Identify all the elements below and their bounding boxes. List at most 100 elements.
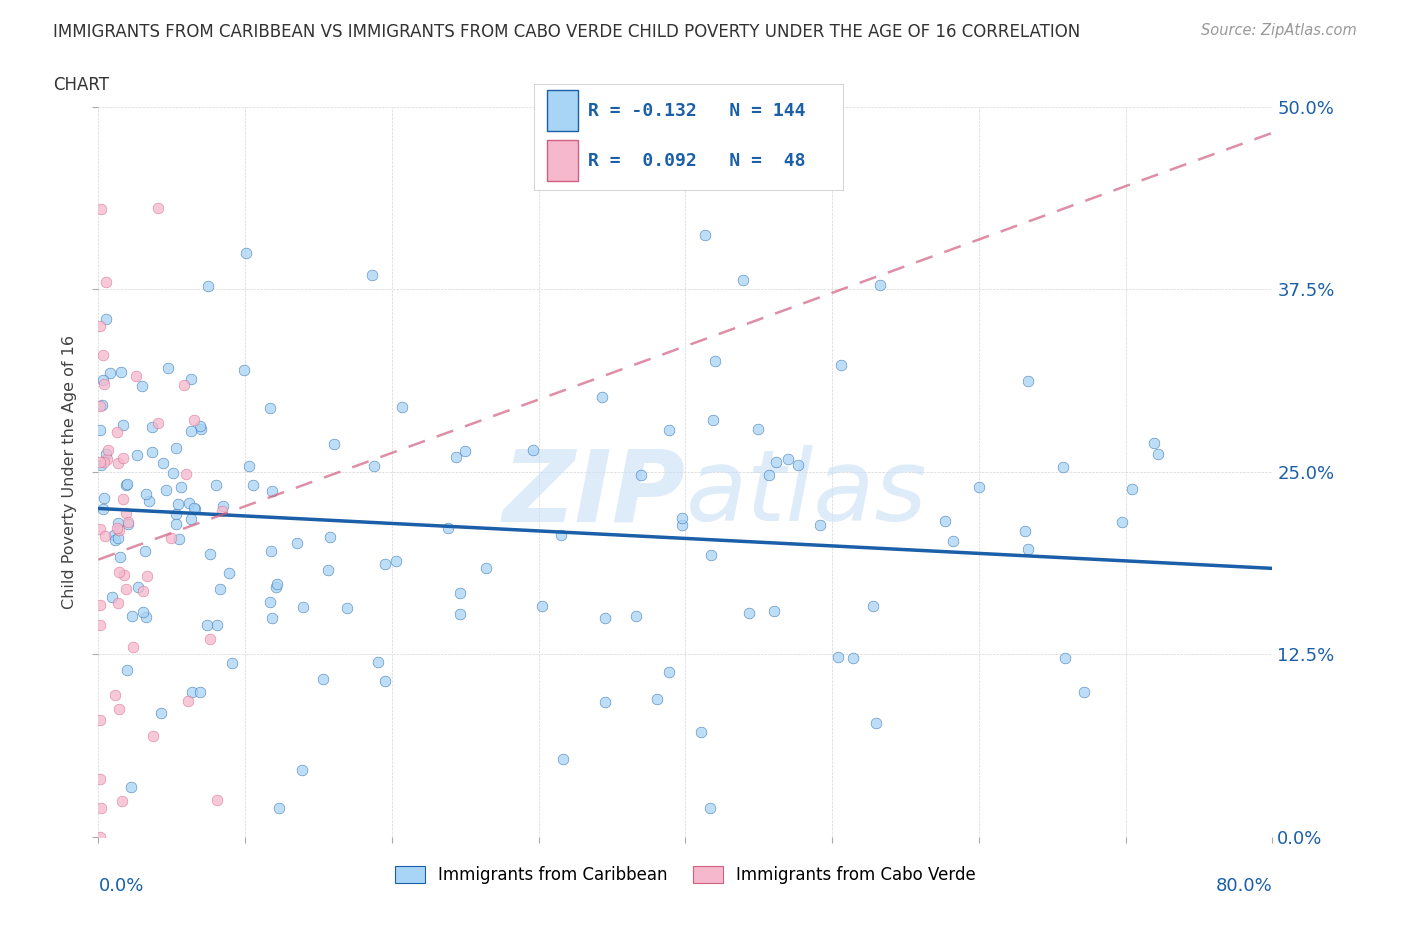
Point — [112, 567, 135, 582]
Point — [135, 609, 157, 624]
Point — [115, 478, 138, 493]
Text: 0.0%: 0.0% — [98, 877, 143, 896]
Point — [211, 498, 233, 513]
Point — [738, 605, 761, 620]
Point — [169, 480, 191, 495]
Point — [865, 715, 887, 730]
Point — [135, 486, 157, 501]
Point — [96, 443, 118, 458]
Point — [264, 579, 287, 594]
Point — [141, 419, 163, 434]
Point — [316, 563, 339, 578]
Point — [148, 201, 170, 216]
Point — [132, 583, 155, 598]
Point — [1014, 524, 1036, 538]
Point — [167, 532, 190, 547]
Point — [702, 413, 724, 428]
Point — [763, 604, 786, 618]
Point — [312, 671, 335, 686]
Point — [934, 513, 956, 528]
Point — [211, 503, 233, 518]
Point — [553, 751, 575, 766]
Point — [658, 422, 681, 437]
Point — [259, 595, 281, 610]
Point — [671, 518, 693, 533]
Point — [645, 691, 668, 706]
Point — [107, 522, 129, 537]
Point — [115, 506, 138, 521]
Point — [90, 458, 112, 472]
Point — [291, 763, 314, 777]
Point — [695, 228, 717, 243]
Point — [1017, 374, 1039, 389]
Point — [108, 701, 131, 716]
Point — [862, 598, 884, 613]
Point — [595, 695, 617, 710]
Point — [180, 423, 202, 438]
Point — [671, 511, 693, 525]
Point — [183, 412, 205, 427]
Point — [449, 586, 471, 601]
Point — [101, 590, 124, 604]
Point — [218, 566, 240, 581]
Point — [842, 650, 865, 665]
Point — [266, 577, 288, 591]
Point — [531, 599, 554, 614]
Point — [522, 443, 544, 458]
Point — [827, 649, 849, 664]
Text: atlas: atlas — [686, 445, 927, 542]
Point — [242, 478, 264, 493]
Point — [967, 479, 990, 494]
Text: CHART: CHART — [53, 76, 110, 94]
Point — [159, 530, 181, 545]
Point — [89, 522, 111, 537]
Point — [108, 565, 131, 579]
Text: IMMIGRANTS FROM CARIBBEAN VS IMMIGRANTS FROM CABO VERDE CHILD POVERTY UNDER THE : IMMIGRANTS FROM CARIBBEAN VS IMMIGRANTS … — [53, 23, 1081, 41]
Point — [323, 437, 346, 452]
Point — [152, 455, 174, 470]
Point — [176, 467, 198, 482]
Point — [165, 440, 187, 455]
Point — [384, 553, 406, 568]
Point — [391, 400, 413, 415]
Point — [758, 468, 780, 483]
Point — [135, 568, 157, 583]
Point — [1146, 446, 1168, 461]
Point — [89, 712, 111, 727]
Text: Source: ZipAtlas.com: Source: ZipAtlas.com — [1201, 23, 1357, 38]
Point — [165, 506, 187, 521]
Point — [1073, 684, 1095, 699]
Point — [117, 514, 139, 529]
Point — [787, 458, 810, 472]
Point — [91, 501, 114, 516]
Point — [942, 534, 965, 549]
Point — [190, 684, 212, 699]
FancyBboxPatch shape — [547, 140, 578, 181]
Point — [112, 451, 135, 466]
Legend: Immigrants from Caribbean, Immigrants from Cabo Verde: Immigrants from Caribbean, Immigrants fr… — [388, 859, 983, 891]
Point — [361, 268, 384, 283]
Point — [453, 444, 475, 458]
Point — [260, 610, 283, 625]
Point — [96, 312, 118, 326]
Point — [165, 516, 187, 531]
Point — [233, 362, 256, 377]
Point — [156, 360, 179, 375]
Point — [91, 373, 114, 388]
Point — [90, 801, 112, 816]
Point — [1143, 436, 1166, 451]
Point — [869, 277, 891, 292]
Text: ZIP: ZIP — [502, 445, 686, 542]
Point — [131, 604, 153, 619]
Point — [593, 611, 616, 626]
Point — [115, 477, 138, 492]
Point — [808, 518, 831, 533]
Point — [94, 274, 117, 289]
Point — [1111, 514, 1133, 529]
Point — [112, 491, 135, 506]
Point — [1053, 651, 1076, 666]
Point — [208, 581, 231, 596]
Point — [105, 425, 128, 440]
FancyBboxPatch shape — [547, 90, 578, 131]
Point — [291, 600, 314, 615]
